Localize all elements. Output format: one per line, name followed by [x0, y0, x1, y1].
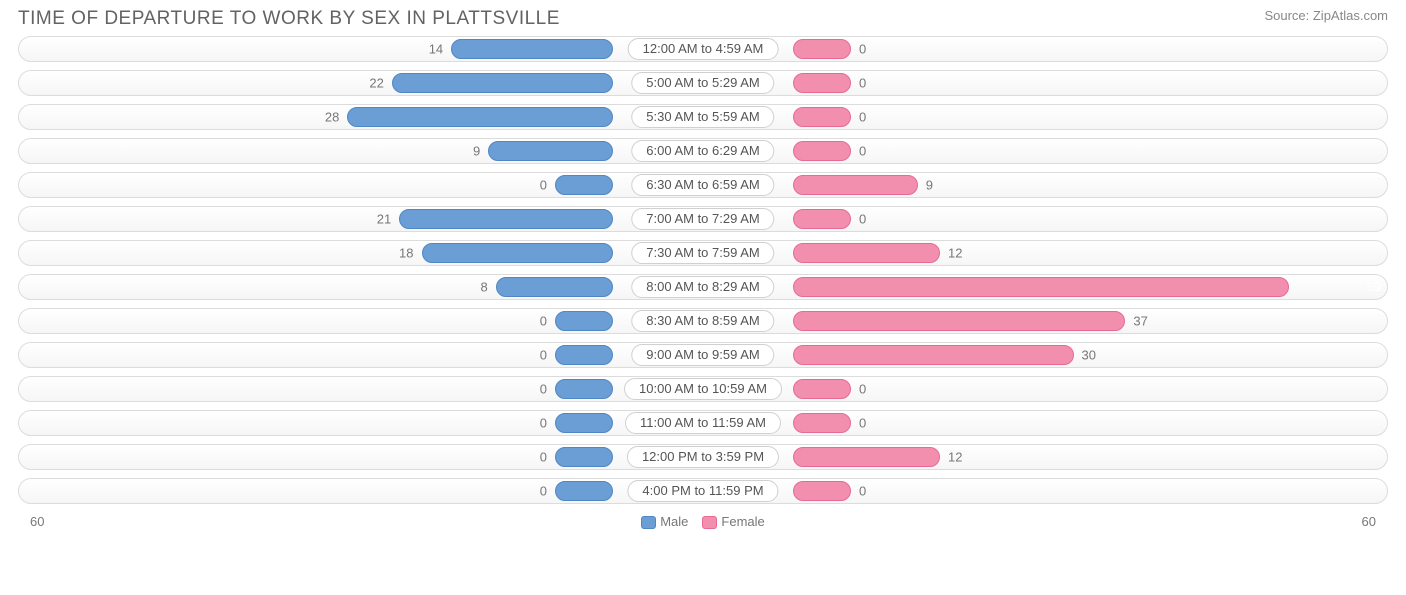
male-value: 0 [540, 348, 547, 363]
row-label: 6:00 AM to 6:29 AM [631, 140, 774, 162]
male-bar [555, 481, 613, 501]
female-value: 0 [859, 416, 866, 431]
male-bar [555, 345, 613, 365]
female-value: 0 [859, 382, 866, 397]
male-value: 0 [540, 382, 547, 397]
male-value: 0 [540, 450, 547, 465]
axis-left-max: 60 [30, 514, 44, 529]
row-label: 5:00 AM to 5:29 AM [631, 72, 774, 94]
chart-row: 10:00 AM to 10:59 AM 0 0 [18, 376, 1388, 402]
row-label: 12:00 AM to 4:59 AM [628, 38, 779, 60]
female-value: 0 [859, 110, 866, 125]
male-bar [555, 311, 613, 331]
row-label: 4:00 PM to 11:59 PM [627, 480, 778, 502]
legend: Male Female [641, 514, 765, 529]
row-label: 10:00 AM to 10:59 AM [624, 378, 782, 400]
chart-row: 5:00 AM to 5:29 AM 22 0 [18, 70, 1388, 96]
legend-item: Male [641, 514, 688, 529]
male-value: 14 [429, 42, 443, 57]
female-bar [793, 39, 851, 59]
male-value: 21 [377, 212, 391, 227]
row-label: 7:00 AM to 7:29 AM [631, 208, 774, 230]
row-label: 7:30 AM to 7:59 AM [631, 242, 774, 264]
female-bar [793, 277, 1289, 297]
female-value: 12 [948, 450, 962, 465]
male-value: 0 [540, 314, 547, 329]
female-value: 59 [1367, 280, 1381, 295]
female-bar [793, 73, 851, 93]
chart-row: 12:00 PM to 3:59 PM 0 12 [18, 444, 1388, 470]
legend-item: Female [702, 514, 764, 529]
female-value: 9 [926, 178, 933, 193]
female-value: 0 [859, 144, 866, 159]
female-bar [793, 311, 1125, 331]
male-bar [392, 73, 613, 93]
female-value: 30 [1082, 348, 1096, 363]
chart-row: 5:30 AM to 5:59 AM 28 0 [18, 104, 1388, 130]
male-bar [347, 107, 613, 127]
chart-title: TIME OF DEPARTURE TO WORK BY SEX IN PLAT… [18, 8, 560, 30]
female-value: 37 [1133, 314, 1147, 329]
female-value: 12 [948, 246, 962, 261]
legend-swatch [641, 516, 656, 529]
male-bar [555, 413, 613, 433]
chart-source: Source: ZipAtlas.com [1264, 8, 1388, 23]
female-bar [793, 481, 851, 501]
female-bar [793, 107, 851, 127]
legend-label: Male [660, 514, 688, 529]
chart-area: 12:00 AM to 4:59 AM1405:00 AM to 5:29 AM… [0, 36, 1406, 504]
male-bar [555, 379, 613, 399]
male-value: 8 [480, 280, 487, 295]
female-bar [793, 141, 851, 161]
row-label: 12:00 PM to 3:59 PM [627, 446, 779, 468]
female-bar [793, 175, 918, 195]
legend-swatch [702, 516, 717, 529]
row-label: 8:30 AM to 8:59 AM [631, 310, 774, 332]
male-value: 18 [399, 246, 413, 261]
female-value: 0 [859, 212, 866, 227]
chart-row: 7:00 AM to 7:29 AM 21 0 [18, 206, 1388, 232]
row-label: 5:30 AM to 5:59 AM [631, 106, 774, 128]
chart-row: 8:30 AM to 8:59 AM 0 37 [18, 308, 1388, 334]
chart-row: 6:00 AM to 6:29 AM 9 0 [18, 138, 1388, 164]
chart-row: 6:30 AM to 6:59 AM 0 9 [18, 172, 1388, 198]
chart-row: 12:00 AM to 4:59 AM 14 0 [18, 36, 1388, 62]
male-bar [399, 209, 613, 229]
row-label: 8:00 AM to 8:29 AM [631, 276, 774, 298]
chart-row: 9:00 AM to 9:59 AM 0 30 [18, 342, 1388, 368]
row-label: 6:30 AM to 6:59 AM [631, 174, 774, 196]
male-bar [422, 243, 614, 263]
female-value: 0 [859, 484, 866, 499]
female-bar [793, 413, 851, 433]
axis-right-max: 60 [1362, 514, 1376, 529]
male-value: 0 [540, 484, 547, 499]
female-bar [793, 379, 851, 399]
chart-row: 8:00 AM to 8:29 AM 8 59 [18, 274, 1388, 300]
female-bar [793, 209, 851, 229]
female-bar [793, 243, 940, 263]
male-bar [451, 39, 613, 59]
chart-row: 11:00 AM to 11:59 AM 0 0 [18, 410, 1388, 436]
chart-row: 4:00 PM to 11:59 PM 0 0 [18, 478, 1388, 504]
male-bar [555, 447, 613, 467]
female-value: 0 [859, 76, 866, 91]
row-label: 9:00 AM to 9:59 AM [631, 344, 774, 366]
chart-row: 7:30 AM to 7:59 AM 18 12 [18, 240, 1388, 266]
male-bar [555, 175, 613, 195]
male-bar [496, 277, 613, 297]
male-bar [488, 141, 613, 161]
female-bar [793, 345, 1074, 365]
male-value: 0 [540, 178, 547, 193]
female-bar [793, 447, 940, 467]
legend-label: Female [721, 514, 764, 529]
male-value: 0 [540, 416, 547, 431]
row-label: 11:00 AM to 11:59 AM [625, 412, 781, 434]
male-value: 28 [325, 110, 339, 125]
male-value: 22 [369, 76, 383, 91]
female-value: 0 [859, 42, 866, 57]
male-value: 9 [473, 144, 480, 159]
